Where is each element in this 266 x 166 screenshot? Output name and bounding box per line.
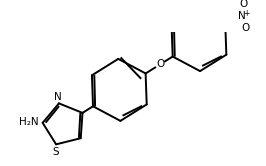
Text: N: N [238,11,246,21]
Text: O: O [156,59,164,69]
Text: N: N [54,92,62,102]
Text: O: O [242,23,250,33]
Text: H₂N: H₂N [19,117,39,127]
Text: S: S [53,147,59,157]
Text: O: O [239,0,247,9]
Text: +: + [243,9,250,18]
Text: ⁻: ⁻ [244,0,248,5]
